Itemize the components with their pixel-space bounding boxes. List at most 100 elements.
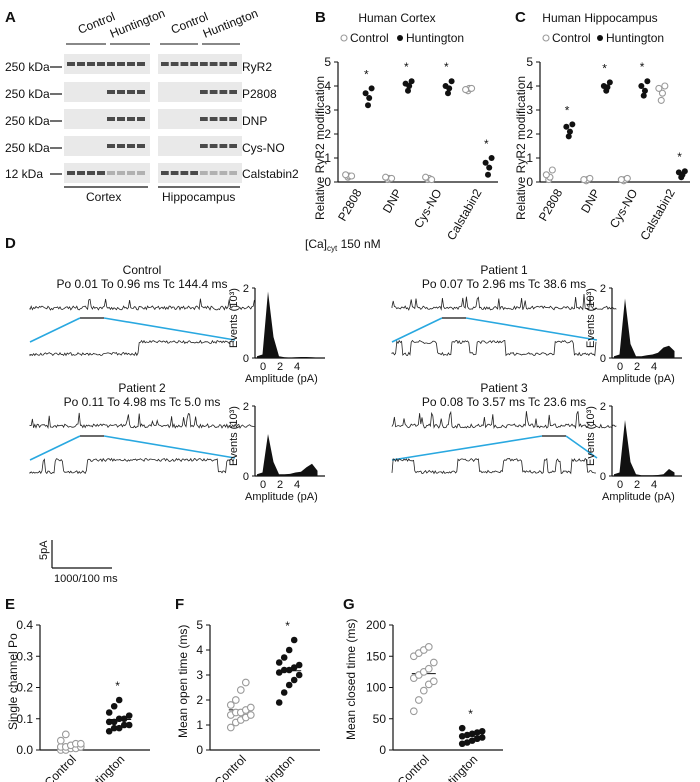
- significance-star: *: [468, 707, 473, 721]
- huntington-point: [105, 709, 113, 716]
- panel-b: B Human Cortex Control Huntington Relati…: [313, 9, 498, 243]
- control-point: [409, 707, 418, 716]
- hist-xlabel: Amplitude (pA): [602, 373, 675, 385]
- control-point: [424, 664, 433, 673]
- control-point: [414, 696, 423, 704]
- long-trace: [391, 293, 617, 311]
- blot-band: [87, 171, 95, 175]
- y-tick-label: 0: [379, 743, 386, 757]
- row-ryr2: RyR2: [242, 60, 272, 74]
- zoom-connector: [391, 317, 598, 343]
- recording-title: Patient 3: [480, 381, 528, 395]
- expanded-trace: [391, 457, 596, 475]
- huntington-point: [458, 724, 466, 732]
- panel-e-label: E: [5, 596, 15, 613]
- y-tick-label: 50: [373, 712, 387, 726]
- blot-band: [229, 171, 237, 175]
- legend-control-b: Control: [350, 31, 389, 45]
- legend-huntington-c: Huntington: [606, 31, 664, 45]
- blot-band: [229, 144, 237, 148]
- row-cysno: Cys-NO: [242, 141, 285, 155]
- panel-a: A Control Huntington Control Huntington …: [5, 6, 299, 204]
- huntington-point: [125, 721, 133, 729]
- significance-star: *: [484, 137, 489, 151]
- huntington-point: [120, 715, 128, 723]
- huntington-point: [458, 732, 466, 740]
- blot-band: [137, 171, 145, 175]
- control-point: [342, 171, 350, 179]
- hist-xlabel: Amplitude (pA): [602, 491, 675, 503]
- blot-band: [209, 171, 218, 175]
- panel-a-label: A: [5, 9, 16, 26]
- recording-stats: Po 0.01 To 0.96 ms Tc 144.4 ms: [57, 277, 228, 291]
- blot-band: [209, 117, 218, 121]
- huntington-point: [445, 90, 451, 97]
- y-tick-label: 2: [324, 127, 331, 141]
- blot-band: [190, 62, 198, 66]
- blot-band: [180, 171, 189, 175]
- panel-c: C Human Hippocampus Control Huntington R…: [514, 9, 690, 243]
- legend-huntington-b: Huntington: [406, 31, 464, 45]
- hist-x-tick-label: 2: [634, 479, 640, 491]
- blot-band: [209, 144, 218, 148]
- y-tick-label: 150: [366, 649, 386, 663]
- y-tick-label: 3: [324, 103, 331, 117]
- panel-f: F Mean open time (ms) 0 1 2 3 4 5 ControlHunti…: [175, 596, 320, 782]
- control-point: [429, 658, 438, 667]
- huntington-point: [563, 123, 570, 130]
- huntington-point: [366, 95, 373, 101]
- blot-band: [107, 171, 115, 175]
- blot-band: [190, 171, 198, 175]
- hist-x-tick-label: 4: [294, 479, 300, 491]
- huntington-point: [565, 133, 572, 140]
- huntington-point: [569, 121, 576, 128]
- control-point: [658, 89, 667, 97]
- control-point: [236, 686, 245, 694]
- control-point: [422, 173, 430, 181]
- category-label: Huntington: [429, 752, 480, 782]
- category-label: P2808: [536, 186, 566, 223]
- y-tick-label: 2: [526, 127, 533, 141]
- huntington-point: [285, 666, 293, 674]
- condition-label: [Ca]cyt 150 nM: [305, 237, 381, 253]
- blot-band: [117, 90, 125, 94]
- blot-band: [219, 117, 228, 121]
- panel-b-label: B: [315, 9, 326, 26]
- huntington-point: [408, 78, 415, 85]
- y-tick-label: 100: [366, 681, 386, 695]
- panel-c-title: Human Hippocampus: [542, 11, 657, 25]
- significance-star: *: [364, 67, 369, 81]
- panel-g-ylabel: Mean closed time (ms): [344, 619, 358, 740]
- y-tick-label: 5: [196, 618, 203, 632]
- mw-cysno: 250 kDa: [5, 141, 50, 155]
- panel-b-ylabel: Relative RyR2 modification: [313, 76, 327, 220]
- significance-star: *: [285, 619, 290, 633]
- control-point: [623, 174, 631, 182]
- expanded-trace: [29, 339, 235, 357]
- category-label: Cys-NO: [607, 187, 640, 231]
- scale-x-label: 1000/100 ms: [54, 573, 118, 585]
- control-point: [246, 711, 255, 719]
- blot-band: [67, 171, 75, 175]
- blot-band: [77, 62, 85, 66]
- control-point: [424, 643, 433, 651]
- long-trace: [29, 298, 255, 311]
- huntington-point: [458, 740, 466, 748]
- row-calstabin: Calstabin2: [242, 167, 299, 181]
- blot-band: [219, 90, 228, 94]
- control-point: [419, 686, 428, 695]
- long-trace: [29, 412, 255, 429]
- control-point: [231, 696, 240, 704]
- zoom-connector: [391, 435, 598, 461]
- y-tick-label: 0: [324, 175, 331, 189]
- huntington-point: [110, 724, 118, 732]
- legend-huntington-marker-c: [597, 35, 603, 41]
- y-tick-label: 2: [196, 693, 203, 707]
- huntington-point: [280, 666, 288, 674]
- significance-star: *: [602, 61, 607, 75]
- huntington-point: [295, 661, 303, 669]
- hist-x-tick-label: 4: [651, 479, 657, 491]
- hist-area: [257, 434, 318, 476]
- category-label: Control: [395, 752, 432, 782]
- mw-dnp: 250 kDa: [5, 114, 50, 128]
